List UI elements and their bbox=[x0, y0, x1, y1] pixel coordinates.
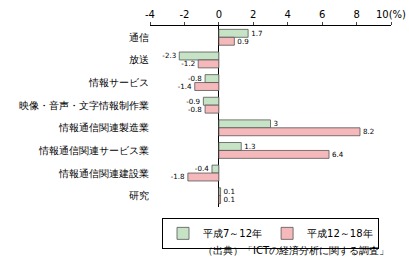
svg-text:情報通信関連建設業: 情報通信関連建設業 bbox=[58, 168, 149, 179]
svg-text:8.2: 8.2 bbox=[363, 127, 374, 136]
svg-text:-4: -4 bbox=[145, 9, 155, 20]
svg-text:0.9: 0.9 bbox=[237, 37, 249, 46]
svg-text:4: 4 bbox=[285, 9, 291, 20]
svg-text:6: 6 bbox=[319, 9, 325, 20]
svg-text:6.4: 6.4 bbox=[332, 150, 344, 159]
svg-text:2: 2 bbox=[250, 9, 256, 20]
svg-text:平成7～12年: 平成7～12年 bbox=[203, 228, 262, 239]
svg-text:10(%): 10(%) bbox=[376, 9, 406, 20]
svg-text:-1.4: -1.4 bbox=[178, 82, 192, 91]
svg-text:0: 0 bbox=[216, 9, 222, 20]
svg-text:-0.8: -0.8 bbox=[188, 74, 202, 83]
svg-text:情報通信関連サービス業: 情報通信関連サービス業 bbox=[38, 145, 149, 156]
svg-text:1.3: 1.3 bbox=[244, 142, 255, 151]
svg-text:-0.9: -0.9 bbox=[186, 97, 200, 106]
svg-text:研究: 研究 bbox=[129, 190, 149, 201]
svg-text:3: 3 bbox=[274, 119, 279, 128]
svg-text:映像・音声・文字情報制作業: 映像・音声・文字情報制作業 bbox=[19, 100, 149, 111]
svg-text:-0.4: -0.4 bbox=[195, 164, 209, 173]
svg-text:放送: 放送 bbox=[129, 54, 149, 65]
svg-text:0.1: 0.1 bbox=[224, 195, 235, 204]
svg-text:平成12～18年: 平成12～18年 bbox=[307, 228, 372, 239]
svg-text:-0.8: -0.8 bbox=[188, 105, 202, 114]
svg-text:-1.2: -1.2 bbox=[181, 59, 195, 68]
svg-text:情報通信関連製造業: 情報通信関連製造業 bbox=[58, 122, 149, 133]
svg-text:8: 8 bbox=[353, 9, 359, 20]
svg-text:通信: 通信 bbox=[129, 32, 149, 43]
svg-text:（出典）「ICTの経済分析に関する調査」: （出典）「ICTの経済分析に関する調査」 bbox=[203, 245, 389, 256]
svg-text:0.1: 0.1 bbox=[224, 187, 235, 196]
svg-text:-2: -2 bbox=[179, 9, 189, 20]
svg-text:-1.8: -1.8 bbox=[171, 172, 185, 181]
svg-text:-2.3: -2.3 bbox=[162, 51, 176, 60]
svg-text:情報サービス: 情報サービス bbox=[88, 77, 149, 88]
svg-text:1.7: 1.7 bbox=[251, 29, 262, 38]
